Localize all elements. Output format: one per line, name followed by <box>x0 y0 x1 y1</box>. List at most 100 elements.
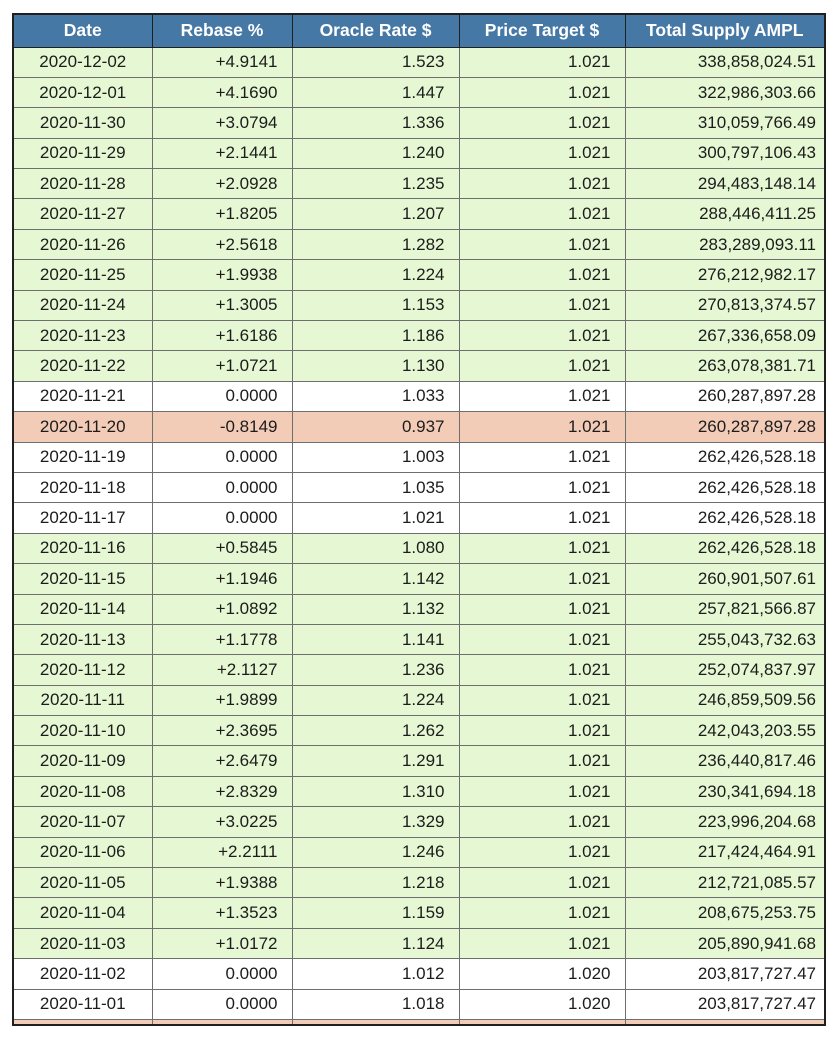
cell-rebase-pct: +1.3523 <box>151 897 293 929</box>
partial-cell <box>291 1019 460 1025</box>
cell-oracle-rate: 1.218 <box>291 867 460 899</box>
table-row: 2020-11-30 +3.0794 1.336 1.021 310,059,766.4… <box>12 107 826 139</box>
cell-rebase-pct: 0.0000 <box>151 988 293 1021</box>
cell-date: 2020-11-17 <box>12 502 153 534</box>
cell-total-supply: 255,043,732.63 <box>624 623 826 656</box>
cell-rebase-pct: +4.9141 <box>151 46 293 78</box>
cell-oracle-rate: 1.236 <box>291 654 460 686</box>
cell-total-supply: 260,901,507.61 <box>624 563 826 595</box>
partial-cell <box>12 1019 153 1025</box>
cell-total-supply: 223,996,204.68 <box>624 806 826 838</box>
cell-oracle-rate: 1.142 <box>291 563 460 595</box>
cell-date: 2020-11-22 <box>12 350 153 382</box>
cell-rebase-pct: +2.1127 <box>151 654 293 686</box>
table-row: 2020-11-25 +1.9938 1.224 1.021 276,212,982.1… <box>12 259 826 291</box>
table-row: 2020-11-09 +2.6479 1.291 1.021 236,440,817.4… <box>12 745 826 777</box>
cell-price-target: 1.021 <box>458 563 626 595</box>
cell-oracle-rate: 1.523 <box>291 46 460 78</box>
cell-total-supply: 322,986,303.66 <box>624 76 826 109</box>
table-row: 2020-11-07 +3.0225 1.329 1.021 223,996,204.6… <box>12 806 826 838</box>
cell-price-target: 1.021 <box>458 775 626 808</box>
cell-total-supply: 310,059,766.49 <box>624 107 826 139</box>
cell-date: 2020-11-14 <box>12 593 153 625</box>
cell-price-target: 1.021 <box>458 471 626 504</box>
cell-price-target: 1.021 <box>458 806 626 838</box>
table-row: 2020-11-24 +1.3005 1.153 1.021 270,813,374.5… <box>12 289 826 322</box>
table-row: 2020-11-18 0.0000 1.035 1.021 262,426,528.18 <box>12 471 826 504</box>
cell-date: 2020-11-18 <box>12 471 153 504</box>
cell-price-target: 1.021 <box>458 107 626 139</box>
table-row: 2020-11-03 +1.0172 1.124 1.021 205,890,941.6… <box>12 927 826 960</box>
cell-total-supply: 217,424,464.91 <box>624 836 826 869</box>
cell-total-supply: 230,341,694.18 <box>624 775 826 808</box>
cell-date: 2020-11-02 <box>12 958 153 990</box>
cell-rebase-pct: +1.8205 <box>151 198 293 230</box>
column-header-oracle-rate: Oracle Rate $ <box>291 13 460 48</box>
cell-oracle-rate: 1.291 <box>291 745 460 777</box>
cell-date: 2020-11-04 <box>12 897 153 929</box>
cell-rebase-pct: +2.1441 <box>151 137 293 170</box>
cell-total-supply: 276,212,982.17 <box>624 259 826 291</box>
cell-date: 2020-11-27 <box>12 198 153 230</box>
cell-rebase-pct: +1.0721 <box>151 350 293 382</box>
cell-total-supply: 283,289,093.11 <box>624 228 826 261</box>
cell-oracle-rate: 1.224 <box>291 259 460 291</box>
table-row: 2020-11-01 0.0000 1.018 1.020 203,817,727.47 <box>12 988 826 1021</box>
cell-oracle-rate: 1.003 <box>291 441 460 473</box>
cell-oracle-rate: 0.937 <box>291 411 460 443</box>
table-row: 2020-12-02 +4.9141 1.523 1.021 338,858,024.5… <box>12 46 826 78</box>
partial-next-row-cutoff <box>12 1019 826 1025</box>
table-row: 2020-11-11 +1.9899 1.224 1.021 246,859,509.5… <box>12 684 826 717</box>
cell-oracle-rate: 1.159 <box>291 897 460 929</box>
cell-price-target: 1.021 <box>458 350 626 382</box>
cell-total-supply: 252,074,837.97 <box>624 654 826 686</box>
cell-price-target: 1.021 <box>458 289 626 322</box>
table-header: Date Rebase % Oracle Rate $ Price Target… <box>12 13 826 48</box>
cell-total-supply: 300,797,106.43 <box>624 137 826 170</box>
cell-price-target: 1.021 <box>458 654 626 686</box>
cell-oracle-rate: 1.153 <box>291 289 460 322</box>
cell-date: 2020-11-03 <box>12 927 153 960</box>
table-row: 2020-11-02 0.0000 1.012 1.020 203,817,727.47 <box>12 958 826 990</box>
cell-price-target: 1.021 <box>458 380 626 413</box>
cell-rebase-pct: +2.0928 <box>151 168 293 200</box>
table-body: 2020-12-02 +4.9141 1.523 1.021 338,858,024.5… <box>12 46 826 1025</box>
cell-price-target: 1.021 <box>458 715 626 747</box>
cell-oracle-rate: 1.246 <box>291 836 460 869</box>
cell-date: 2020-11-12 <box>12 654 153 686</box>
cell-oracle-rate: 1.336 <box>291 107 460 139</box>
cell-price-target: 1.021 <box>458 259 626 291</box>
cell-oracle-rate: 1.080 <box>291 532 460 565</box>
cell-date: 2020-12-01 <box>12 76 153 109</box>
cell-rebase-pct: +2.2111 <box>151 836 293 869</box>
rebase-history-table: Date Rebase % Oracle Rate $ Price Target… <box>12 13 826 1026</box>
cell-price-target: 1.021 <box>458 593 626 625</box>
cell-total-supply: 294,483,148.14 <box>624 168 826 200</box>
cell-rebase-pct: +0.5845 <box>151 532 293 565</box>
cell-date: 2020-11-09 <box>12 745 153 777</box>
table-row: 2020-11-06 +2.2111 1.246 1.021 217,424,464.9… <box>12 836 826 869</box>
cell-rebase-pct: +1.6186 <box>151 320 293 352</box>
partial-cell <box>151 1019 293 1025</box>
cell-rebase-pct: +4.1690 <box>151 76 293 109</box>
column-header-date: Date <box>12 13 153 48</box>
cell-date: 2020-11-24 <box>12 289 153 322</box>
cell-total-supply: 257,821,566.87 <box>624 593 826 625</box>
table-row: 2020-11-17 0.0000 1.021 1.021 262,426,528.18 <box>12 502 826 534</box>
table-row: 2020-11-16 +0.5845 1.080 1.021 262,426,528.1… <box>12 532 826 565</box>
cell-price-target: 1.021 <box>458 46 626 78</box>
cell-date: 2020-11-25 <box>12 259 153 291</box>
cell-oracle-rate: 1.262 <box>291 715 460 747</box>
cell-oracle-rate: 1.141 <box>291 623 460 656</box>
table-row: 2020-11-13 +1.1778 1.141 1.021 255,043,732.6… <box>12 623 826 656</box>
cell-date: 2020-11-05 <box>12 867 153 899</box>
cell-oracle-rate: 1.012 <box>291 958 460 990</box>
cell-total-supply: 212,721,085.57 <box>624 867 826 899</box>
cell-total-supply: 262,426,528.18 <box>624 471 826 504</box>
cell-rebase-pct: +2.5618 <box>151 228 293 261</box>
cell-oracle-rate: 1.124 <box>291 927 460 960</box>
cell-price-target: 1.021 <box>458 168 626 200</box>
column-header-price-target: Price Target $ <box>458 13 626 48</box>
rebase-table-container: Date Rebase % Oracle Rate $ Price Target… <box>12 13 826 1026</box>
